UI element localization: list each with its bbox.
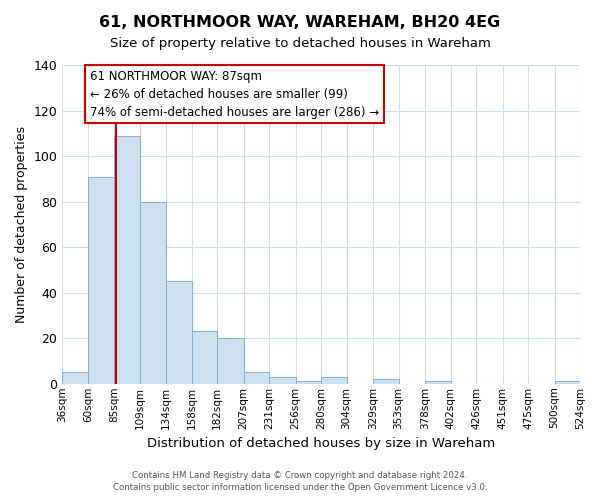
Y-axis label: Number of detached properties: Number of detached properties [15, 126, 28, 323]
Bar [217, 338, 244, 384]
Bar [114, 136, 140, 384]
Text: Contains HM Land Registry data © Crown copyright and database right 2024.
Contai: Contains HM Land Registry data © Crown c… [113, 471, 487, 492]
Bar [166, 282, 192, 384]
Bar [554, 382, 580, 384]
Bar [140, 202, 166, 384]
Bar [296, 382, 321, 384]
Bar [62, 372, 88, 384]
Bar [373, 379, 398, 384]
Bar [425, 382, 451, 384]
Text: Size of property relative to detached houses in Wareham: Size of property relative to detached ho… [110, 38, 490, 51]
Bar [192, 332, 217, 384]
X-axis label: Distribution of detached houses by size in Wareham: Distribution of detached houses by size … [147, 437, 495, 450]
Bar [244, 372, 269, 384]
Bar [269, 377, 296, 384]
Bar [88, 176, 114, 384]
Text: 61, NORTHMOOR WAY, WAREHAM, BH20 4EG: 61, NORTHMOOR WAY, WAREHAM, BH20 4EG [100, 15, 500, 30]
Bar [321, 377, 347, 384]
Text: 61 NORTHMOOR WAY: 87sqm
← 26% of detached houses are smaller (99)
74% of semi-de: 61 NORTHMOOR WAY: 87sqm ← 26% of detache… [90, 70, 379, 118]
